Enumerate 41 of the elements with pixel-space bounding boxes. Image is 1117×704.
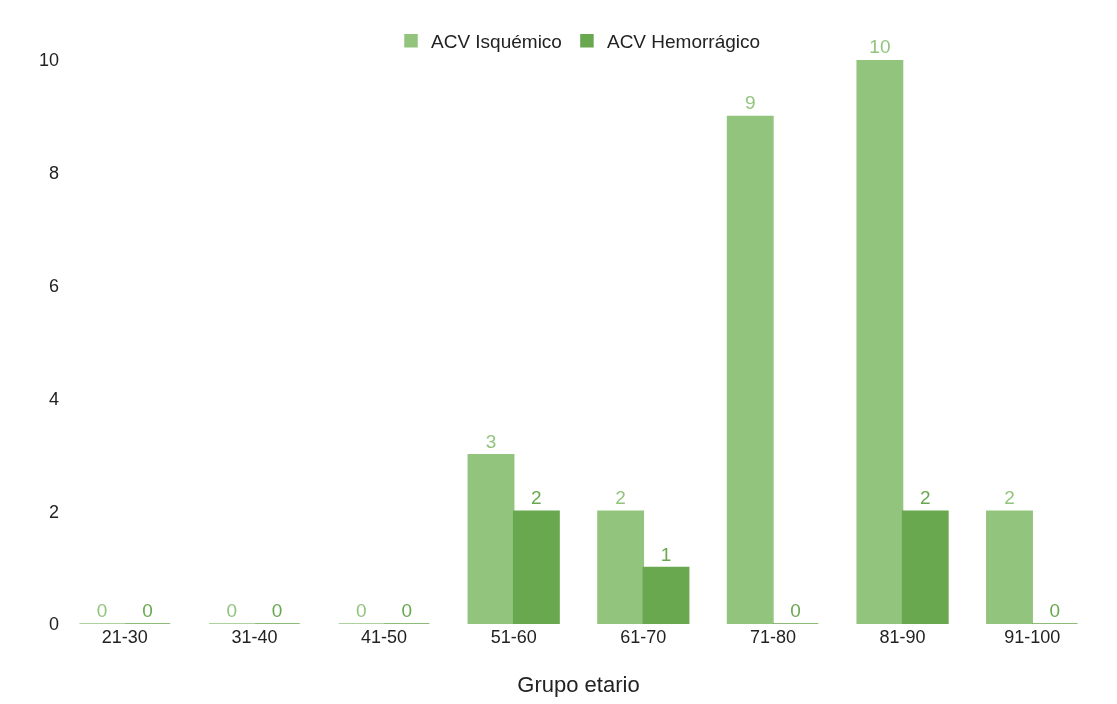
data-label: 9 — [744, 92, 756, 114]
y-tick-label: 6 — [48, 275, 59, 296]
data-label: 2 — [615, 487, 626, 509]
data-label: 3 — [485, 430, 497, 452]
data-label: 1 — [660, 543, 672, 565]
data-label: 0 — [1049, 600, 1061, 621]
x-axis-title: Grupo etario — [517, 671, 640, 697]
y-tick-label: 8 — [48, 163, 59, 184]
y-tick-label: 10 — [38, 50, 59, 71]
bar — [986, 510, 1033, 624]
y-tick-label: 0 — [48, 614, 59, 635]
data-label: 0 — [226, 600, 238, 621]
bar — [597, 510, 645, 624]
legend-label: ACV Hemorrágico — [606, 31, 761, 53]
x-tick-label: 31-40 — [231, 627, 278, 647]
bar — [467, 454, 515, 624]
y-tick-label: 4 — [48, 388, 59, 409]
bar — [512, 510, 560, 624]
x-tick-label: 61-70 — [620, 627, 667, 647]
data-label: 0 — [790, 600, 801, 621]
x-tick-label: 41-50 — [361, 627, 408, 647]
data-label: 0 — [401, 600, 413, 621]
data-label: 2 — [919, 487, 931, 509]
data-label: 0 — [271, 600, 283, 621]
data-label: 10 — [869, 36, 891, 57]
data-label: 2 — [1004, 487, 1015, 509]
legend-label: ACV Isquémico — [431, 31, 562, 53]
x-tick-label: 91-100 — [1004, 627, 1061, 647]
y-tick-label: 2 — [48, 501, 59, 522]
x-tick-label: 51-60 — [490, 627, 537, 647]
bar — [642, 566, 690, 624]
bar — [856, 60, 904, 624]
bar — [726, 115, 774, 624]
data-label: 0 — [142, 600, 153, 621]
x-tick-label: 21-30 — [101, 627, 148, 647]
data-label: 0 — [356, 600, 367, 621]
x-tick-label: 81-90 — [879, 627, 926, 647]
x-tick-label: 71-80 — [749, 627, 796, 647]
bar — [901, 510, 949, 624]
data-label: 2 — [531, 487, 542, 509]
data-label: 0 — [96, 600, 108, 621]
